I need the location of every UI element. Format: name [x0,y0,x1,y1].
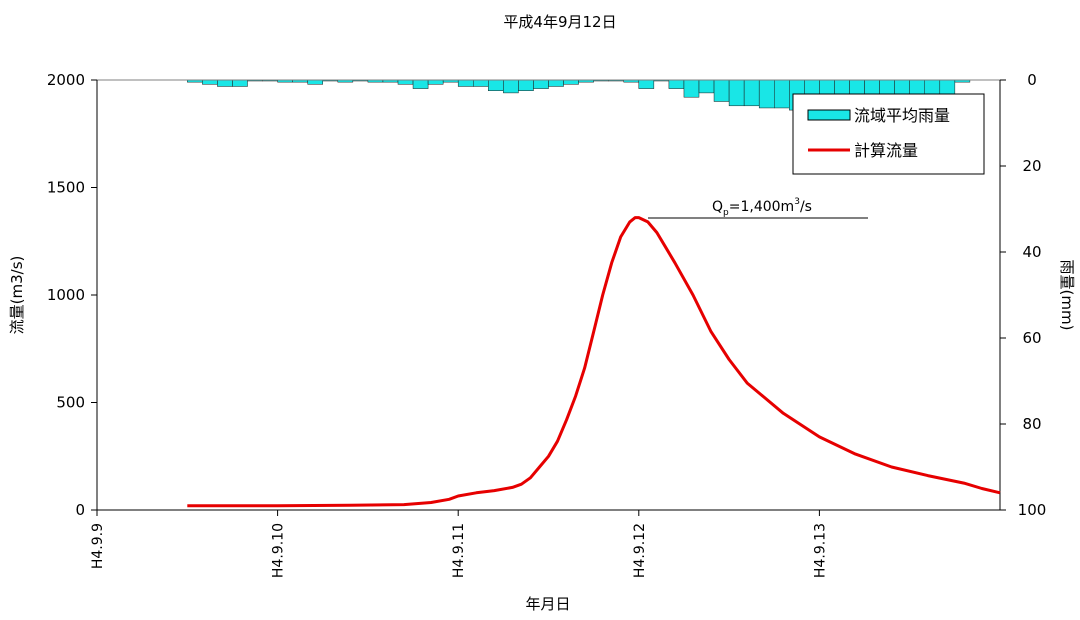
left-tick-label-1: 500 [56,394,85,412]
left-y-ticks: 0 500 1000 1500 2000 [47,71,97,519]
right-y-ticks: 0 20 40 60 80 100 [1000,71,1046,519]
rain-bar-32 [668,79,685,89]
rain-bar-14 [397,79,414,85]
rain-bar-38 [758,79,775,109]
x-axis-label: 年月日 [525,595,570,613]
x-ticks: H4.9.9 H4.9.10 H4.9.11 H4.9.12 H4.9.13 [90,510,828,578]
rain-bar-23 [533,79,549,89]
x-tick-label-0: H4.9.9 [90,523,106,569]
rain-bar-33 [683,79,700,98]
rain-bar-25 [563,79,579,85]
rain-bar-35 [713,79,730,102]
x-tick-label-1: H4.9.10 [271,523,287,578]
peak-annotation: Qp=1,400m3/s [648,197,868,219]
right-tick-label-1: 20 [1022,157,1041,175]
y-axis-right-label: 雨量(mm) [1058,260,1076,331]
rain-bar-22 [518,79,534,91]
legend-label-flow: 計算流量 [854,141,918,160]
legend-box [792,93,985,175]
rain-bar-30 [638,79,655,89]
rain-bar-8 [307,79,324,85]
chart-title: 平成4年9月12日 [503,13,616,31]
rain-bar-36 [728,79,745,107]
rain-bar-1 [202,79,218,85]
right-tick-label-2: 40 [1022,243,1041,261]
left-tick-label-3: 1500 [47,179,85,197]
x-tick-label-2: H4.9.11 [451,523,467,578]
legend-label-rainfall: 流域平均雨量 [854,106,950,125]
rain-bar-18 [457,79,474,87]
right-tick-label-0: 0 [1027,71,1037,89]
rain-bar-21 [503,79,519,94]
right-tick-label-4: 80 [1022,415,1041,433]
rain-bar-3 [232,79,248,87]
rain-bar-24 [548,79,564,87]
rain-bar-20 [488,79,504,91]
legend-swatch-rainfall [807,109,851,121]
x-tick-label-3: H4.9.12 [632,523,648,578]
right-tick-label-5: 100 [1018,501,1047,519]
rain-bar-2 [217,79,233,87]
right-tick-label-3: 60 [1022,329,1041,347]
legend: 流域平均雨量 計算流量 [792,93,985,175]
rain-bar-39 [774,79,790,109]
rain-bar-16 [427,79,444,85]
peak-label: Qp=1,400m3/s [712,197,812,218]
rain-bar-37 [743,79,760,107]
rain-bar-15 [412,79,429,89]
rain-bar-19 [473,79,489,87]
left-tick-label-0: 0 [75,501,85,519]
rain-bar-34 [698,79,715,94]
y-axis-left-label: 流量(m3/s) [8,256,26,335]
left-tick-label-2: 1000 [47,286,85,304]
series-line-calculated-flow [187,216,1001,508]
x-tick-label-4: H4.9.13 [812,523,828,578]
left-tick-label-4: 2000 [47,71,85,89]
